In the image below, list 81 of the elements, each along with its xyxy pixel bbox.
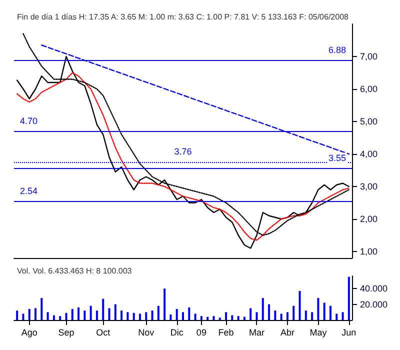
bar bbox=[52, 315, 55, 320]
bar bbox=[108, 308, 110, 320]
x-tick-label: Jun bbox=[342, 328, 356, 338]
bar bbox=[194, 314, 196, 320]
bar bbox=[16, 310, 18, 320]
bar bbox=[292, 306, 295, 320]
bar bbox=[274, 310, 276, 320]
ref-line-label: 4.70 bbox=[20, 116, 38, 126]
bar bbox=[348, 276, 350, 320]
x-tick-label: Nov bbox=[138, 328, 155, 338]
bar bbox=[114, 304, 116, 320]
bar bbox=[22, 314, 24, 320]
chart-subtitle: Fin de día 1 días H: 17.35 A: 3.65 M: 1.00 m: 3.63 C: 1.00 P: 7.81 V: 5 133.163 F: 05/06/2008 bbox=[17, 12, 350, 22]
y-tick-label: 6,00 bbox=[360, 84, 378, 94]
bar bbox=[311, 312, 314, 320]
bar bbox=[342, 312, 344, 320]
ref-line-label: 3.76 bbox=[174, 146, 192, 156]
bar bbox=[336, 314, 338, 320]
bar bbox=[34, 308, 37, 320]
x-tick-label: Mar bbox=[248, 328, 264, 338]
ref-line-label: 3.55 bbox=[328, 153, 346, 164]
bar bbox=[78, 307, 80, 320]
x-tick-label: Ago bbox=[21, 328, 38, 338]
x-tick-label: Oct bbox=[96, 328, 111, 338]
bar bbox=[151, 310, 154, 320]
bar bbox=[304, 310, 307, 320]
x-tick-label: Feb bbox=[218, 328, 234, 338]
bar bbox=[200, 316, 202, 320]
bar bbox=[280, 314, 282, 320]
bar bbox=[298, 290, 301, 320]
y-tick-label: 5,00 bbox=[360, 116, 378, 126]
bar bbox=[256, 312, 258, 320]
y-tick-label: 3,00 bbox=[360, 182, 378, 192]
x-tick-label: Sep bbox=[58, 328, 74, 338]
bar bbox=[126, 312, 129, 320]
ref-line-label: 6.88 bbox=[328, 44, 346, 55]
y-tick-label: 2,00 bbox=[360, 214, 378, 224]
bar bbox=[102, 298, 104, 320]
bar bbox=[206, 316, 209, 320]
y-tick-label: 4,00 bbox=[360, 149, 378, 159]
y-tick-label: 20.000 bbox=[360, 299, 388, 310]
y-tick-label: 7,00 bbox=[360, 52, 378, 62]
bar bbox=[28, 309, 30, 320]
bar bbox=[157, 306, 160, 320]
bar bbox=[262, 298, 264, 320]
bar bbox=[182, 312, 184, 320]
y-tick-label: 1,00 bbox=[360, 246, 378, 256]
bar bbox=[96, 310, 98, 320]
x-tick-label: May bbox=[310, 328, 328, 338]
bar bbox=[120, 310, 123, 320]
bar bbox=[90, 306, 92, 320]
bar bbox=[323, 302, 326, 320]
bar bbox=[225, 312, 228, 320]
bar bbox=[188, 307, 190, 320]
bar bbox=[46, 312, 49, 320]
x-tick-label: 09 bbox=[196, 328, 206, 338]
bar bbox=[317, 298, 320, 320]
bar bbox=[65, 312, 68, 320]
x-tick-label: Dic bbox=[170, 328, 184, 338]
bar bbox=[59, 316, 62, 320]
bar bbox=[132, 312, 135, 320]
bar bbox=[237, 316, 240, 320]
bar bbox=[250, 308, 252, 320]
bar bbox=[164, 288, 166, 320]
bar bbox=[170, 314, 172, 320]
bar bbox=[71, 309, 74, 320]
bar bbox=[212, 316, 215, 320]
bar bbox=[286, 312, 288, 320]
ref-line-label: 2.54 bbox=[20, 186, 38, 196]
bar bbox=[329, 306, 332, 320]
x-tick-label: Abr bbox=[280, 328, 294, 338]
bar bbox=[268, 304, 270, 320]
bar bbox=[243, 316, 246, 320]
bar bbox=[40, 298, 43, 320]
bar bbox=[176, 309, 178, 320]
bar bbox=[231, 315, 234, 320]
chart-subtitle: Vol. Vol. 6.433.463 H: 8 100.003 bbox=[17, 266, 132, 276]
bar bbox=[145, 312, 148, 320]
bar bbox=[138, 314, 141, 320]
y-tick-label: 40.000 bbox=[360, 284, 388, 294]
bar bbox=[84, 310, 86, 320]
